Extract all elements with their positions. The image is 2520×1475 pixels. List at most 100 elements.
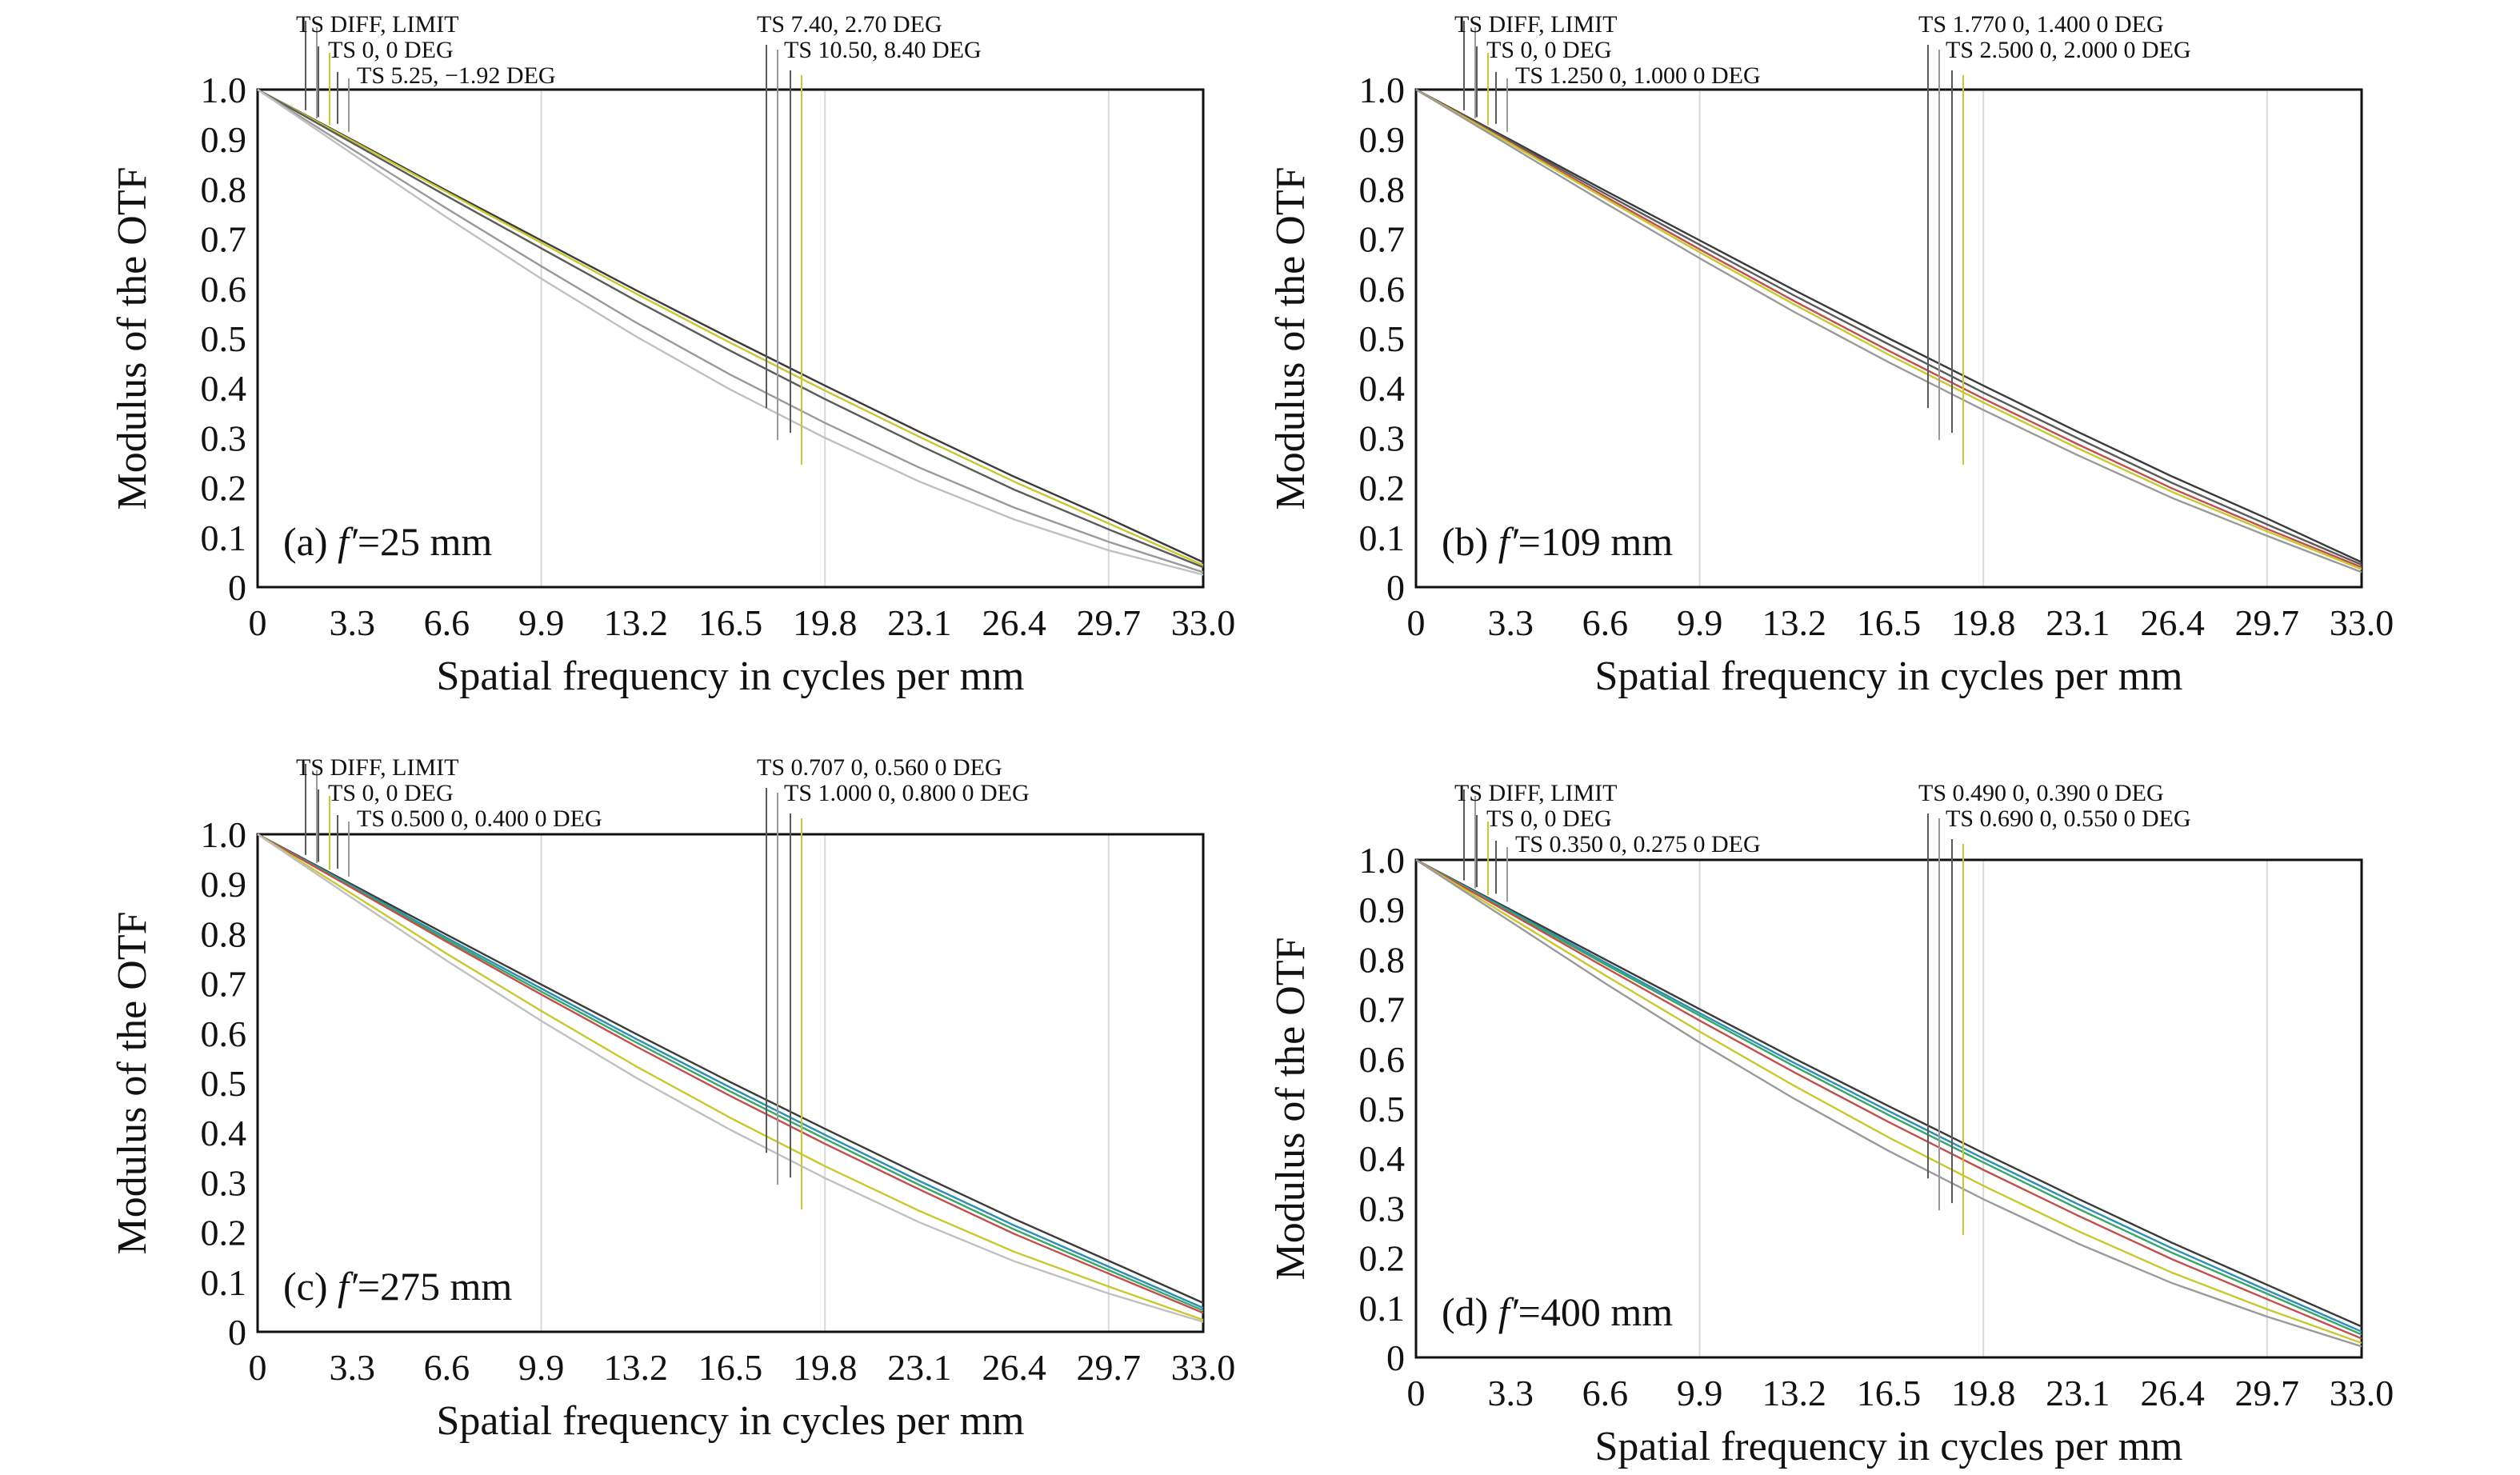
chart-panel-d: 0 0.1 0.2 0.3 0.4 0.5 0.6 0.7 0.8 0.9 1.0 0 3.3 6.6 9.…	[1268, 780, 2394, 1469]
legend-entry: TS 0.350 0, 0.275 0 DEG	[1515, 831, 1761, 857]
x-tick-label: 0	[1407, 602, 1426, 643]
series-line-3	[257, 833, 1204, 1312]
y-tick-label: 0.9	[1359, 119, 1406, 160]
x-axis-title: Spatial frequency in cycles per mm	[1595, 1424, 2183, 1469]
y-tick-label: 0.8	[1359, 169, 1406, 210]
x-tick-label: 3.3	[329, 602, 375, 643]
x-tick-label: 26.4	[982, 602, 1046, 643]
y-tick-label: 0.5	[1359, 1089, 1406, 1129]
series-line-4	[257, 88, 1204, 574]
y-tick-label: 0.3	[201, 418, 247, 458]
y-tick-label: 0.4	[1359, 1138, 1406, 1179]
x-tick-label: 6.6	[1582, 1373, 1629, 1413]
x-tick-label: 23.1	[2046, 602, 2110, 643]
series-line-2	[1415, 88, 2362, 566]
legend-entry: TS DIFF, LIMIT	[1454, 11, 1617, 38]
x-tick-label: 3.3	[1487, 602, 1534, 643]
x-tick-label: 3.3	[329, 1347, 375, 1388]
x-tick-label: 6.6	[424, 602, 470, 643]
x-tick-label: 33.0	[2330, 1373, 2394, 1413]
y-tick-label: 0.5	[201, 318, 247, 359]
y-tick-label: 0.1	[1359, 1288, 1406, 1329]
y-axis-title: Modulus of the OTF	[110, 912, 155, 1255]
x-tick-label: 26.4	[2140, 602, 2205, 643]
x-tick-label: 13.2	[604, 1347, 669, 1388]
y-tick-label: 0.8	[1359, 939, 1406, 980]
series-line-4	[257, 833, 1204, 1314]
y-tick-label: 1.0	[201, 70, 247, 110]
x-tick-label: 16.5	[698, 602, 763, 643]
x-tick-label: 13.2	[1762, 1373, 1827, 1413]
x-tick-label: 26.4	[982, 1347, 1046, 1388]
y-tick-label: 0	[228, 567, 246, 608]
x-tick-label: 9.9	[518, 1347, 565, 1388]
panel-label: (c) f′=275 mm	[283, 1264, 512, 1309]
y-tick-label: 0.7	[1359, 219, 1406, 260]
y-tick-label: 0.5	[1359, 318, 1406, 359]
legend-entry: TS 1.250 0, 1.000 0 DEG	[1515, 62, 1761, 89]
legend-entry: TS 0.690 0, 0.550 0 DEG	[1946, 805, 2191, 832]
y-tick-label: 0.7	[201, 964, 247, 1005]
y-tick-label: 0.4	[201, 368, 247, 409]
y-tick-label: 0.1	[1359, 518, 1406, 558]
x-tick-label: 19.8	[1951, 1373, 2016, 1413]
y-tick-label: 0.2	[1359, 1238, 1406, 1279]
x-tick-label: 0	[1407, 1373, 1426, 1413]
y-tick-label: 0.3	[1359, 418, 1406, 458]
y-tick-label: 0.2	[201, 1213, 247, 1253]
plot-frame	[256, 833, 1205, 1333]
x-axis-title: Spatial frequency in cycles per mm	[1595, 654, 2183, 699]
y-tick-label: 0.2	[1359, 468, 1406, 509]
x-tick-label: 23.1	[887, 602, 952, 643]
x-tick-label: 16.5	[698, 1347, 763, 1388]
y-tick-label: 0	[228, 1312, 246, 1353]
legend-entry: TS 5.25, −1.92 DEG	[357, 62, 556, 89]
y-axis-title: Modulus of the OTF	[1268, 937, 1314, 1281]
x-tick-label: 9.9	[1677, 602, 1723, 643]
series-line-2	[257, 833, 1204, 1309]
legend-entry: TS 0.707 0, 0.560 0 DEG	[757, 754, 1002, 781]
y-tick-label: 0.5	[201, 1063, 247, 1104]
legend-entry: TS 2.500 0, 2.000 0 DEG	[1946, 37, 2191, 63]
legend-entry: TS 0.490 0, 0.390 0 DEG	[1918, 780, 2164, 806]
series-line-6	[257, 833, 1204, 1323]
y-tick-label: 0.9	[201, 864, 247, 905]
series-line-1	[257, 833, 1204, 1304]
legend-entry: TS 0, 0 DEG	[1486, 37, 1612, 63]
y-tick-label: 0.7	[1359, 989, 1406, 1030]
y-tick-label: 1.0	[1359, 840, 1406, 881]
y-tick-label: 0.1	[201, 518, 247, 558]
y-tick-label: 0	[1386, 1337, 1405, 1378]
series-line-3	[1415, 88, 2362, 569]
series-line-2	[1415, 858, 2362, 1333]
series-line-3	[1415, 858, 2362, 1336]
legend-entry: TS 0, 0 DEG	[328, 780, 454, 806]
x-tick-label: 9.9	[518, 602, 565, 643]
legend-entry: TS 7.40, 2.70 DEG	[757, 11, 942, 38]
series-line-1	[1415, 88, 2362, 563]
y-tick-label: 0	[1386, 567, 1405, 608]
x-tick-label: 6.6	[424, 1347, 470, 1388]
series-line-1	[257, 88, 1204, 563]
x-tick-label: 29.7	[2235, 602, 2300, 643]
legend-entry: TS DIFF, LIMIT	[296, 11, 458, 38]
legend-entry: TS 0.500 0, 0.400 0 DEG	[357, 805, 602, 832]
panel-label: (d) f′=400 mm	[1442, 1289, 1673, 1334]
y-tick-label: 1.0	[1359, 70, 1406, 110]
x-tick-label: 29.7	[1077, 602, 1142, 643]
x-tick-label: 29.7	[2235, 1373, 2300, 1413]
legend-entry: TS DIFF, LIMIT	[1454, 780, 1617, 806]
y-tick-label: 0.6	[1359, 1039, 1406, 1080]
plot-frame	[1414, 88, 2363, 589]
x-tick-label: 19.8	[793, 602, 858, 643]
x-tick-label: 33.0	[1171, 602, 1236, 643]
legend-entry: TS 0, 0 DEG	[1486, 805, 1612, 832]
series-line-6	[1415, 858, 2362, 1348]
chart-panel-c: 0 0.1 0.2 0.3 0.4 0.5 0.6 0.7 0.8 0.9 1.0 0 3.3 6.6 9.…	[110, 754, 1235, 1444]
panel-label: (a) f′=25 mm	[283, 519, 492, 564]
y-tick-label: 0.6	[201, 1013, 247, 1054]
x-tick-label: 13.2	[604, 602, 669, 643]
y-tick-label: 0.8	[201, 169, 247, 210]
chart-panel-b: 0 0.1 0.2 0.3 0.4 0.5 0.6 0.7 0.8 0.9 1.0 0 3.3 6.6 9.…	[1268, 11, 2394, 699]
